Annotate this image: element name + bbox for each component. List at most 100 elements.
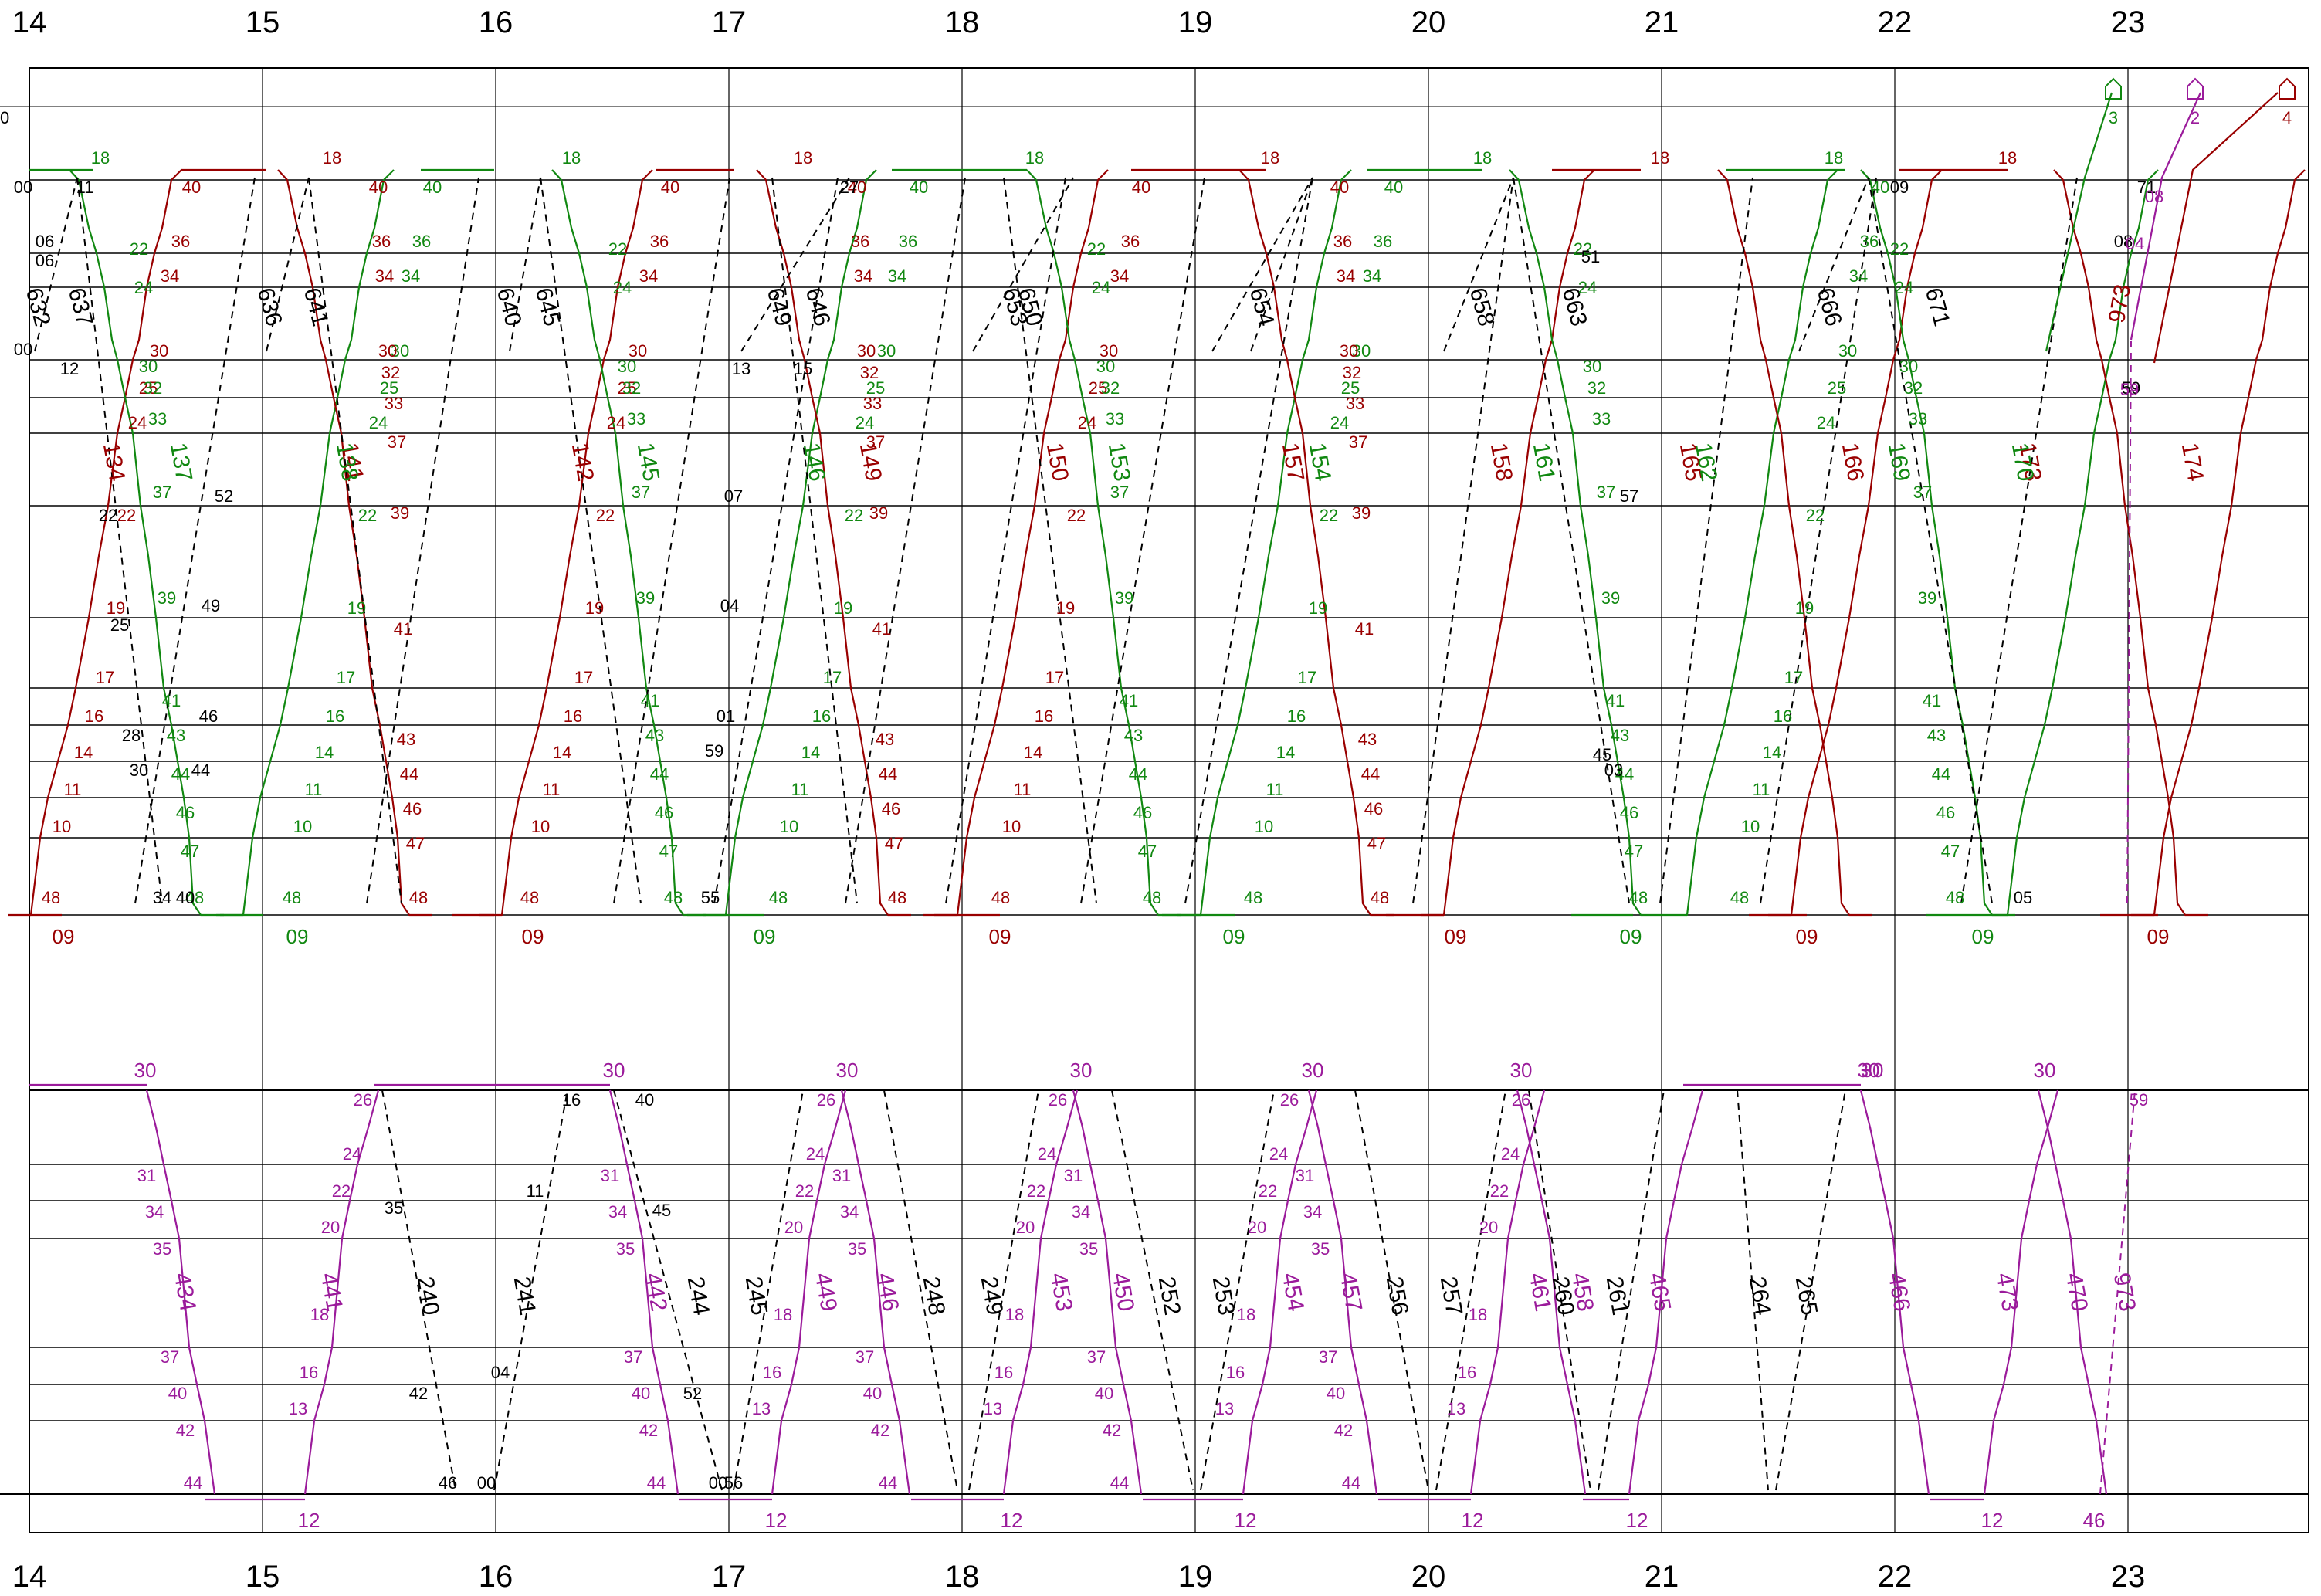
black-minute-mark: 25	[110, 615, 129, 635]
black-dashed-train	[1003, 177, 1097, 904]
black-dashed-train	[1211, 177, 1313, 352]
purple-minute-mark: 35	[153, 1239, 171, 1259]
purple-terminal-line	[2130, 92, 2202, 341]
green-minute-mark: 48	[664, 888, 683, 907]
green-minute-mark: 14	[801, 743, 820, 762]
green-minute-mark: 41	[641, 691, 659, 710]
red-minute-mark: 30	[1100, 341, 1118, 361]
purple-minute-mark: 24	[1038, 1144, 1056, 1164]
green-terminal-line	[2045, 92, 2113, 352]
red-minute-mark: 36	[372, 232, 391, 251]
green-minute-mark: 47	[659, 842, 678, 861]
red-minute-mark: 48	[409, 888, 428, 907]
green-train-down	[1026, 169, 1181, 917]
green-train-down	[1509, 169, 1664, 917]
green-minute-mark: 17	[337, 668, 355, 687]
depot-bottom-label: 09	[1223, 925, 1245, 948]
green-minute-mark: 41	[1923, 691, 1941, 710]
black-dashed-train	[883, 1089, 958, 1491]
purple-minute-mark: 24	[806, 1144, 825, 1164]
green-minute-mark: 43	[1611, 726, 1629, 745]
green-minute-mark: 44	[171, 764, 190, 784]
purple-minute-mark: 37	[856, 1347, 874, 1367]
depot-top-label: 18	[91, 148, 110, 168]
red-minute-mark: 10	[53, 817, 71, 836]
outer-frame	[29, 67, 2309, 1533]
green-minute-mark: 44	[650, 764, 669, 784]
purple-minute-mark: 40	[1095, 1384, 1113, 1403]
depot-top-label: 18	[1998, 148, 2017, 168]
purple-train-up	[771, 1089, 847, 1495]
lower-top-label: 30	[2034, 1059, 2056, 1082]
red-minute-mark: 48	[42, 888, 60, 907]
red-minute-mark: 34	[639, 266, 658, 286]
red-minute-mark: 25	[618, 378, 636, 398]
purple-train-down	[1859, 1089, 1930, 1495]
red-minute-mark: 36	[1121, 232, 1140, 251]
black-dashed-train	[1250, 177, 1313, 352]
red-minute-mark: 43	[876, 730, 894, 749]
green-minute-mark: 24	[369, 413, 388, 432]
red-train-down	[2053, 169, 2208, 917]
red-minute-mark: 22	[1067, 506, 1086, 525]
lower-top-label: 30	[1302, 1059, 1324, 1082]
green-minute-mark: 30	[1583, 357, 1601, 376]
black-dashed-train	[1111, 1089, 1194, 1491]
red-minute-mark: 46	[882, 799, 900, 818]
purple-minute-mark: 37	[624, 1347, 642, 1367]
hour-label-bottom: 18	[945, 1560, 980, 1594]
green-minute-mark: 22	[845, 506, 863, 525]
red-minute-mark: 24	[128, 413, 147, 432]
green-minute-mark: 37	[1913, 483, 1932, 502]
green-minute-mark: 16	[1287, 707, 1306, 726]
black-minute-mark: 00	[14, 178, 32, 197]
lower-top-label: 30	[836, 1059, 859, 1082]
green-minute-mark: 11	[305, 780, 323, 799]
green-minute-mark: 24	[1895, 278, 1913, 297]
red-minute-mark: 10	[531, 817, 550, 836]
black-minute-mark: 07	[724, 486, 743, 506]
green-minute-mark: 16	[1774, 707, 1792, 726]
red-minute-mark: 16	[564, 707, 582, 726]
purple-minute-mark: 20	[1479, 1218, 1498, 1237]
green-minute-mark: 48	[185, 888, 204, 907]
green-minute-mark: 47	[181, 842, 199, 861]
hour-label-top: 16	[479, 5, 513, 39]
depot-top-label: 18	[794, 148, 812, 168]
black-dashed-train	[381, 1089, 456, 1491]
red-minute-mark: 40	[848, 178, 866, 197]
hour-label-bottom: 21	[1645, 1560, 1679, 1594]
black-minute-mark: 11	[527, 1181, 544, 1201]
green-train-down	[551, 169, 706, 917]
green-minute-mark: 40	[423, 178, 442, 197]
purple-train-up	[1469, 1089, 1546, 1495]
purple-minute-mark: 44	[1342, 1473, 1360, 1493]
black-minute-mark: 40	[176, 888, 195, 907]
terminal-marker-label: 3	[2109, 108, 2118, 127]
purple-minute-mark: 34	[1072, 1202, 1090, 1222]
black-minute-mark: 12	[60, 359, 79, 378]
green-minute-mark: 25	[1828, 378, 1846, 398]
green-minute-mark: 33	[1592, 409, 1611, 429]
depot-top-label: 18	[1473, 148, 1492, 168]
purple-minute-mark: 44	[1110, 1473, 1129, 1493]
green-minute-mark: 41	[1120, 691, 1138, 710]
red-minute-mark: 32	[1343, 363, 1361, 382]
green-minute-mark: 10	[293, 817, 312, 836]
black-dashed-train	[1435, 1089, 1506, 1491]
purple-minute-mark: 16	[763, 1363, 781, 1382]
red-minute-mark: 44	[879, 764, 897, 784]
purple-minute-mark: 13	[984, 1399, 1002, 1418]
purple-minute-mark: 40	[863, 1384, 882, 1403]
green-minute-mark: 30	[1899, 357, 1918, 376]
purple-train-down	[145, 1089, 216, 1495]
black-minute-mark: 46	[439, 1473, 457, 1493]
red-minute-mark: 46	[1364, 799, 1383, 818]
red-train-down	[1238, 169, 1394, 917]
purple-minute-mark: 20	[1016, 1218, 1035, 1237]
black-minute-mark: 00	[477, 1473, 496, 1493]
purple-minute-mark: 31	[1296, 1166, 1314, 1185]
red-minute-mark: 22	[596, 506, 615, 525]
green-minute-mark: 14	[1763, 743, 1781, 762]
green-minute-mark: 44	[1932, 764, 1950, 784]
